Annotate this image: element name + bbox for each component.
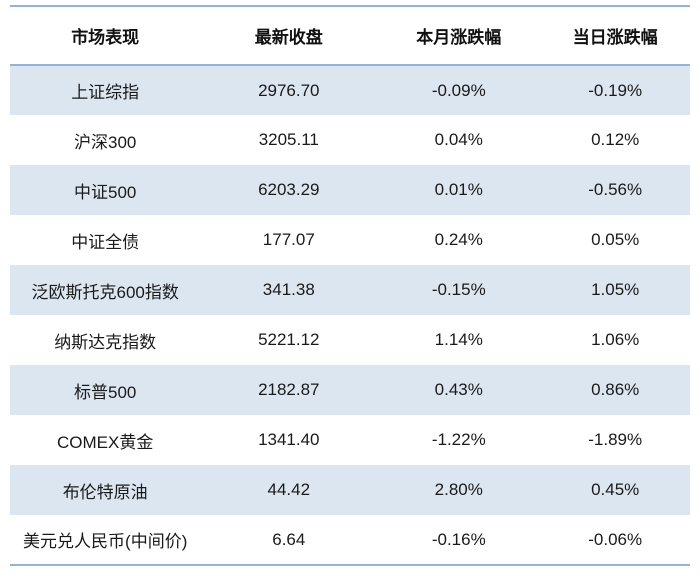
table-row: 美元兑人民币(中间价) 6.64 -0.16% -0.06% — [10, 515, 690, 565]
month-change-cell: 0.24% — [434, 230, 483, 249]
table-row: 布伦特原油 44.42 2.80% 0.45% — [10, 465, 690, 515]
month-change-cell: 2.80% — [434, 480, 483, 499]
table-header-row: 市场表现 最新收盘 本月涨跌幅 当日涨跌幅 — [10, 6, 690, 65]
day-change-cell: 0.45% — [591, 480, 640, 499]
month-change-cell: -1.22% — [431, 430, 486, 449]
table-row: 沪深300 3205.11 0.04% 0.12% — [10, 115, 690, 165]
header-market-performance: 市场表现 — [71, 28, 140, 47]
month-change-cell: -0.09% — [431, 80, 486, 100]
month-change-cell: -0.16% — [431, 529, 486, 549]
close-value-cell: 6.64 — [272, 529, 306, 549]
table-header: 市场表现 最新收盘 本月涨跌幅 当日涨跌幅 — [10, 6, 690, 65]
market-name-cell: 中证全债 — [71, 232, 140, 252]
table-body: 上证综指 2976.70 -0.09% -0.19% 沪深300 3205.11 0.04%… — [10, 65, 690, 565]
close-value-cell: 44.42 — [267, 480, 311, 499]
day-change-cell: 0.12% — [591, 130, 640, 149]
market-name-cell: COMEX黄金 — [57, 432, 154, 452]
close-value-cell: 1341.40 — [258, 430, 320, 449]
market-name-cell: 美元兑人民币(中间价) — [23, 532, 188, 551]
header-latest-close: 最新收盘 — [254, 28, 323, 47]
market-name-cell: 布伦特原油 — [62, 482, 148, 502]
day-change-cell: 1.05% — [591, 280, 640, 299]
day-change-cell: 0.86% — [591, 380, 640, 399]
close-value-cell: 2976.70 — [258, 80, 320, 100]
day-change-cell: -1.89% — [588, 430, 643, 449]
day-change-cell: -0.06% — [588, 529, 643, 549]
month-change-cell: 0.01% — [434, 180, 483, 199]
header-day-change: 当日涨跌幅 — [572, 28, 658, 47]
market-name-cell: 中证500 — [74, 182, 137, 202]
table-row: 纳斯达克指数 5221.12 1.14% 1.06% — [10, 315, 690, 365]
close-value-cell: 5221.12 — [258, 330, 320, 349]
day-change-cell: 0.05% — [591, 230, 640, 249]
close-value-cell: 6203.29 — [258, 180, 320, 199]
table-row: 中证全债 177.07 0.24% 0.05% — [10, 215, 690, 265]
close-value-cell: 341.38 — [262, 280, 315, 299]
table-row: 中证500 6203.29 0.01% -0.56% — [10, 165, 690, 215]
market-performance-table-container: 市场表现 最新收盘 本月涨跌幅 当日涨跌幅 上证综指 2976.70 -0.09% -… — [10, 5, 690, 566]
header-month-change: 本月涨跌幅 — [416, 28, 502, 47]
market-name-cell: 上证综指 — [71, 83, 140, 102]
close-value-cell: 3205.11 — [258, 130, 319, 149]
day-change-cell: -0.56% — [588, 180, 643, 199]
market-name-cell: 泛欧斯托克600指数 — [31, 282, 179, 302]
month-change-cell: 1.14% — [434, 330, 483, 349]
month-change-cell: -0.15% — [431, 280, 486, 299]
table-row: COMEX黄金 1341.40 -1.22% -1.89% — [10, 415, 690, 465]
month-change-cell: 0.43% — [434, 380, 483, 399]
market-name-cell: 沪深300 — [74, 132, 137, 152]
day-change-cell: 1.06% — [591, 330, 640, 349]
close-value-cell: 2182.87 — [258, 380, 320, 399]
market-name-cell: 纳斯达克指数 — [54, 332, 157, 352]
market-name-cell: 标普500 — [74, 382, 137, 402]
day-change-cell: -0.19% — [588, 80, 643, 100]
table-row: 泛欧斯托克600指数 341.38 -0.15% 1.05% — [10, 265, 690, 315]
market-performance-table: 市场表现 最新收盘 本月涨跌幅 当日涨跌幅 上证综指 2976.70 -0.09% -… — [10, 5, 690, 566]
table-row: 标普500 2182.87 0.43% 0.86% — [10, 365, 690, 415]
month-change-cell: 0.04% — [434, 130, 483, 149]
table-row: 上证综指 2976.70 -0.09% -0.19% — [10, 65, 690, 115]
close-value-cell: 177.07 — [262, 230, 315, 249]
